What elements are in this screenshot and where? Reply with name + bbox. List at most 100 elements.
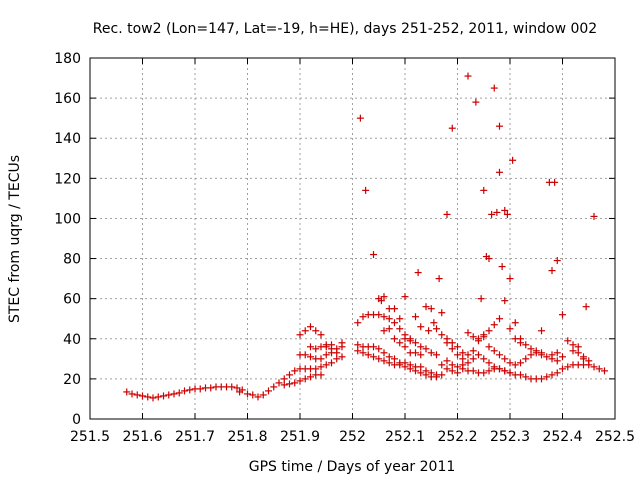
data-point	[207, 384, 215, 392]
data-point	[496, 122, 503, 130]
data-point	[551, 178, 559, 186]
x-tick-label: 251.6	[122, 429, 162, 445]
data-point	[154, 393, 162, 401]
data-point	[412, 339, 419, 347]
data-point	[385, 353, 393, 361]
data-point	[359, 313, 367, 321]
data-point	[356, 114, 364, 122]
data-point	[286, 371, 293, 379]
data-point	[496, 168, 503, 176]
data-point	[380, 357, 388, 365]
data-point	[414, 269, 422, 277]
data-point	[128, 390, 136, 398]
data-point	[480, 333, 488, 341]
data-point	[511, 361, 519, 369]
data-point	[477, 295, 485, 303]
data-point	[333, 355, 341, 363]
data-point	[385, 359, 393, 367]
data-point	[412, 367, 419, 375]
data-point	[459, 355, 467, 363]
data-point	[422, 371, 430, 379]
data-point	[490, 321, 498, 329]
data-point	[249, 391, 257, 399]
data-point	[412, 349, 419, 357]
data-point	[391, 335, 398, 343]
x-tick-label: 252.3	[490, 429, 530, 445]
data-point	[391, 305, 398, 313]
data-point	[585, 357, 593, 365]
x-tick-label: 252.1	[385, 429, 425, 445]
data-point	[362, 186, 370, 194]
data-point	[301, 327, 309, 335]
data-point	[490, 84, 498, 92]
data-point	[490, 347, 498, 355]
data-point	[401, 293, 409, 301]
data-point	[553, 349, 561, 357]
data-point	[480, 369, 488, 377]
data-point	[448, 345, 456, 353]
data-point	[438, 309, 446, 317]
data-point	[553, 357, 561, 365]
data-point	[338, 353, 346, 361]
data-point	[443, 210, 451, 218]
y-tick-label: 120	[54, 171, 81, 187]
data-point	[317, 371, 325, 379]
data-point	[538, 349, 545, 357]
data-point	[509, 156, 517, 164]
data-point	[485, 327, 493, 335]
data-point	[186, 386, 194, 394]
data-point	[422, 345, 430, 353]
data-point	[322, 351, 330, 359]
data-point	[433, 325, 440, 333]
data-point	[480, 186, 488, 194]
data-point	[564, 363, 572, 371]
data-point	[401, 363, 409, 371]
data-point	[338, 339, 346, 347]
data-point	[454, 369, 461, 377]
y-tick-label: 60	[63, 292, 81, 308]
data-point	[317, 363, 325, 371]
data-point	[280, 375, 288, 383]
data-point	[301, 351, 309, 359]
data-point	[459, 349, 467, 357]
x-tick-label: 251.5	[70, 429, 110, 445]
data-point	[380, 313, 388, 321]
data-point	[165, 391, 173, 399]
data-point	[496, 351, 503, 359]
y-tick-label: 160	[54, 91, 81, 107]
data-point	[259, 391, 267, 399]
data-point	[485, 255, 493, 263]
data-point	[435, 275, 443, 283]
data-point	[375, 311, 383, 319]
data-point	[196, 385, 204, 393]
data-point	[501, 355, 509, 363]
grid	[90, 58, 615, 419]
data-point	[517, 359, 524, 367]
data-point	[501, 206, 509, 214]
data-point	[448, 124, 456, 132]
data-point	[307, 343, 314, 351]
data-point	[522, 355, 530, 363]
data-point	[553, 369, 561, 377]
data-point	[417, 323, 425, 331]
data-point	[391, 319, 398, 327]
data-point	[590, 363, 598, 371]
data-point	[370, 251, 377, 259]
data-point	[139, 392, 146, 400]
data-point	[464, 72, 472, 80]
data-point	[569, 347, 577, 355]
data-point	[469, 333, 477, 341]
data-point	[312, 327, 320, 335]
x-tick-label: 251.8	[227, 429, 267, 445]
data-point	[375, 345, 383, 353]
data-point	[538, 327, 545, 335]
data-point	[438, 371, 446, 379]
data-point	[354, 319, 362, 327]
data-point	[401, 335, 409, 343]
data-point	[511, 319, 519, 327]
data-point	[370, 343, 377, 351]
data-point	[527, 345, 535, 353]
data-point	[464, 351, 472, 359]
data-point	[364, 351, 372, 359]
